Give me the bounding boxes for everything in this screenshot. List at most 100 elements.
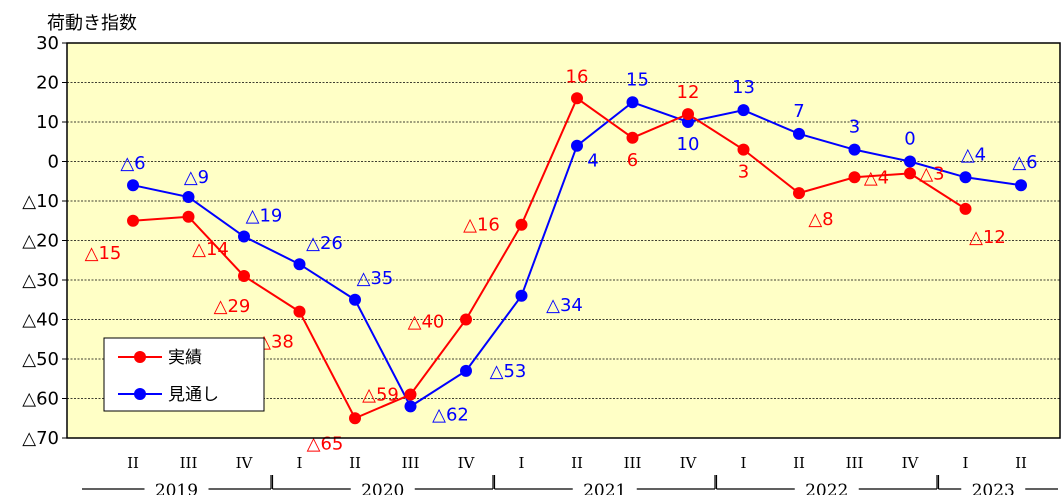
data-point — [959, 171, 972, 184]
year-label: 2020 — [361, 481, 404, 495]
data-point — [404, 400, 417, 413]
data-label: △40 — [408, 312, 445, 333]
data-point — [626, 96, 639, 109]
data-point — [793, 187, 805, 200]
data-label: △9 — [184, 167, 209, 188]
y-tick-label: △40 — [22, 310, 59, 331]
data-label: △38 — [257, 332, 294, 353]
year-label: 2022 — [805, 481, 848, 495]
data-label: △16 — [463, 215, 500, 236]
data-point — [626, 131, 639, 144]
data-label: 15 — [626, 69, 649, 90]
plot-border — [66, 42, 1061, 439]
data-point — [293, 305, 306, 318]
data-label: △6 — [120, 153, 145, 174]
quarter-label: IV — [902, 454, 920, 472]
data-label: △19 — [246, 206, 283, 227]
quarter-label: II — [127, 454, 139, 472]
data-label: 4 — [587, 151, 598, 172]
y-tick-label: △60 — [22, 389, 59, 410]
quarter-label: III — [846, 454, 864, 472]
data-point — [682, 108, 694, 121]
year-label: 2021 — [583, 481, 626, 495]
data-label: △15 — [85, 243, 122, 264]
data-label: △3 — [919, 163, 944, 184]
y-tick-label: △50 — [22, 349, 59, 370]
y-tick-label: 0 — [48, 152, 59, 173]
data-label: △4 — [961, 144, 986, 165]
quarter-label: I — [297, 454, 303, 472]
data-point — [571, 139, 583, 152]
quarter-label: I — [741, 454, 747, 472]
legend-label: 実績 — [168, 348, 202, 368]
y-axis-title: 荷動き指数 — [47, 13, 137, 34]
data-label: △26 — [306, 233, 343, 254]
series-line — [132, 96, 967, 420]
data-label: 3 — [849, 117, 860, 138]
data-point — [793, 127, 805, 140]
quarter-label: III — [180, 454, 198, 472]
data-point — [904, 167, 916, 180]
quarter-label: IV — [236, 454, 254, 472]
data-point — [848, 143, 861, 156]
legend-marker — [134, 388, 146, 400]
year-label: 2023 — [972, 481, 1015, 495]
data-label: 16 — [566, 66, 589, 87]
data-point — [515, 289, 528, 302]
data-point — [848, 171, 861, 184]
data-point — [404, 388, 417, 401]
data-point — [737, 104, 750, 117]
data-point — [238, 230, 250, 243]
y-tick-label: 30 — [36, 33, 59, 54]
data-label: 10 — [677, 134, 700, 155]
data-point — [349, 293, 361, 306]
quarter-label: II — [349, 454, 361, 472]
legend-marker — [134, 351, 146, 363]
data-point — [238, 270, 250, 283]
data-label: △65 — [307, 433, 344, 454]
data-label: △12 — [969, 227, 1006, 248]
y-tick-label: △20 — [22, 231, 59, 252]
data-label: 3 — [738, 162, 749, 183]
quarter-label: III — [624, 454, 642, 472]
data-label: △35 — [357, 268, 394, 289]
quarter-label: IV — [680, 454, 698, 472]
data-label: △62 — [432, 404, 469, 425]
quarter-label: II — [1015, 454, 1027, 472]
data-point — [571, 92, 583, 105]
y-tick-label: △30 — [22, 270, 59, 291]
data-label: 7 — [793, 101, 804, 122]
quarter-label: I — [519, 454, 525, 472]
data-label: △14 — [192, 239, 229, 260]
data-point — [959, 202, 972, 215]
data-point — [182, 191, 195, 204]
data-point — [1015, 179, 1027, 192]
data-point — [460, 364, 472, 377]
y-axis-ticks: 30 20 10 0 △10 △20 △30 △40 △50 △60 △70 — [22, 33, 67, 449]
data-point — [349, 412, 361, 425]
data-label: △34 — [546, 295, 583, 316]
data-point — [515, 218, 528, 231]
data-label: △6 — [1012, 152, 1037, 173]
data-point — [182, 210, 195, 223]
year-label: 2019 — [155, 481, 198, 495]
data-label: △59 — [362, 385, 399, 406]
quarter-label: II — [793, 454, 805, 472]
quarter-label: III — [402, 454, 420, 472]
data-label: 13 — [732, 77, 755, 98]
data-label: △53 — [490, 361, 527, 382]
y-tick-label: △70 — [22, 428, 59, 449]
data-label: △8 — [808, 209, 833, 230]
data-point — [460, 313, 472, 326]
data-label: △29 — [214, 296, 251, 317]
legend-label: 見通し — [168, 385, 219, 405]
data-label: 6 — [627, 150, 638, 171]
series-group — [127, 92, 1027, 425]
data-point — [904, 155, 916, 168]
quarter-label: I — [963, 454, 969, 472]
data-label: 0 — [904, 129, 915, 150]
